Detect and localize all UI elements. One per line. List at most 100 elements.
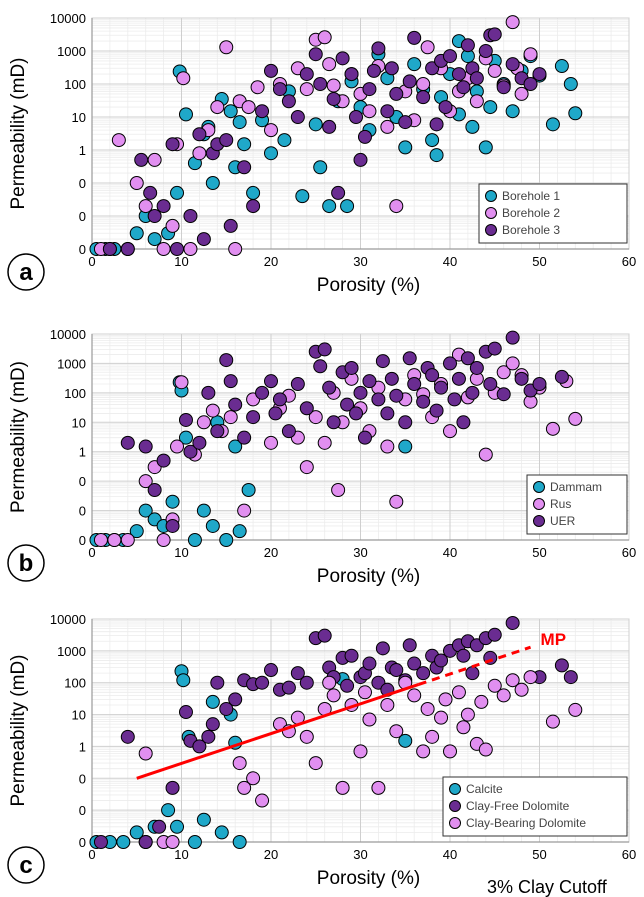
x-tick-label: 60	[622, 545, 636, 560]
legend-marker	[449, 817, 461, 829]
data-point-series-3	[281, 424, 296, 439]
data-point-series-2	[201, 729, 216, 744]
x-tick-label: 0	[88, 545, 95, 560]
panel-letter-badge	[7, 544, 45, 582]
legend-marker	[449, 800, 461, 812]
y-tick-label: 0	[79, 209, 86, 224]
data-point-series-2	[170, 439, 185, 454]
data-point-series-3	[255, 793, 270, 808]
x-tick-label: 0	[88, 847, 95, 862]
data-point-series-1	[223, 104, 238, 119]
data-point-series-3	[102, 242, 117, 256]
data-point-series-3	[143, 185, 158, 200]
data-point-series-3	[322, 119, 337, 134]
data-point-series-3	[416, 744, 431, 759]
panel-letter: c	[19, 852, 32, 879]
data-point-series-3	[313, 359, 328, 374]
data-point-series-1	[425, 133, 440, 148]
data-point-series-3	[505, 673, 520, 688]
data-point-series-3	[523, 670, 538, 685]
data-point-series-3	[478, 44, 493, 58]
data-point-series-3	[349, 110, 364, 124]
data-point-series-3	[469, 360, 484, 375]
data-point-series-2	[317, 628, 332, 643]
y-tick-label: 1000	[57, 644, 86, 659]
data-point-series-3	[460, 38, 475, 53]
data-point-series-3	[362, 712, 377, 727]
data-point-series-3	[389, 724, 404, 739]
data-point-series-2	[568, 411, 583, 426]
data-point-series-1	[465, 119, 480, 134]
legend-label: Clay-Bearing Dolomite	[466, 816, 586, 830]
data-point-series-3	[237, 160, 252, 175]
data-point-series-2	[465, 666, 480, 681]
data-point-series-2	[514, 86, 529, 101]
x-tick-label: 30	[353, 847, 367, 862]
data-point-series-3	[434, 380, 449, 395]
data-point-series-3	[407, 688, 422, 703]
data-point-series-2	[129, 176, 144, 190]
data-point-series-1	[264, 146, 278, 161]
data-point-series-2	[505, 615, 520, 630]
data-point-series-1	[340, 199, 355, 214]
data-point-series-2	[380, 119, 395, 134]
data-point-series-1	[129, 825, 144, 840]
data-point-series-3	[344, 67, 359, 82]
x-tick-label: 30	[353, 545, 367, 560]
trend-line-solid	[136, 683, 420, 780]
data-point-series-3	[340, 397, 355, 412]
data-point-series-1	[554, 59, 569, 74]
y-tick-label: 0	[79, 835, 86, 850]
data-point-series-3	[487, 27, 502, 42]
data-point-series-3	[469, 71, 484, 86]
data-point-series-3	[434, 710, 449, 725]
data-point-series-2	[223, 410, 238, 425]
legend-label: Borehole 1	[502, 189, 560, 203]
data-point-series-2	[443, 424, 457, 439]
data-point-series-2	[264, 663, 278, 678]
data-point-series-1	[478, 140, 493, 155]
data-point-series-1	[246, 185, 261, 200]
data-point-series-3	[380, 406, 395, 421]
data-point-series-3	[264, 374, 278, 389]
data-point-series-3	[465, 385, 480, 400]
legend-marker	[533, 498, 545, 510]
data-point-series-3	[407, 30, 422, 45]
data-point-series-3	[384, 371, 399, 386]
data-point-series-2	[299, 460, 314, 475]
data-point-series-3	[335, 780, 350, 795]
data-point-series-3	[416, 394, 431, 409]
data-point-series-1	[214, 825, 229, 840]
data-point-series-2	[420, 40, 435, 55]
data-point-series-3	[353, 152, 368, 167]
data-point-series-2	[255, 675, 270, 690]
data-point-series-3	[183, 444, 198, 459]
data-point-series-3	[120, 435, 135, 450]
x-tick-label: 60	[622, 847, 636, 862]
data-point-series-3	[210, 424, 225, 439]
data-point-series-1	[129, 524, 144, 539]
data-point-series-3	[246, 199, 261, 214]
data-point-series-1	[398, 439, 413, 454]
data-point-series-3	[487, 678, 502, 693]
data-point-series-3	[326, 688, 341, 703]
data-point-series-1	[545, 117, 560, 132]
data-point-series-3	[201, 385, 216, 400]
data-point-series-3	[232, 756, 247, 771]
data-point-series-2	[299, 82, 314, 97]
data-point-series-1	[116, 835, 131, 849]
data-point-series-1	[322, 199, 337, 214]
data-point-series-2	[165, 780, 180, 795]
data-point-series-3	[219, 353, 234, 368]
data-point-series-3	[196, 232, 211, 247]
data-point-series-3	[568, 702, 583, 717]
y-axis-title: Permeability (mD)	[8, 361, 29, 513]
data-point-series-2	[147, 152, 162, 167]
data-point-series-2	[487, 63, 502, 78]
y-tick-label: 100	[64, 676, 86, 691]
data-point-series-2	[281, 680, 296, 695]
data-point-series-3	[523, 77, 538, 91]
data-point-series-3	[375, 354, 390, 369]
